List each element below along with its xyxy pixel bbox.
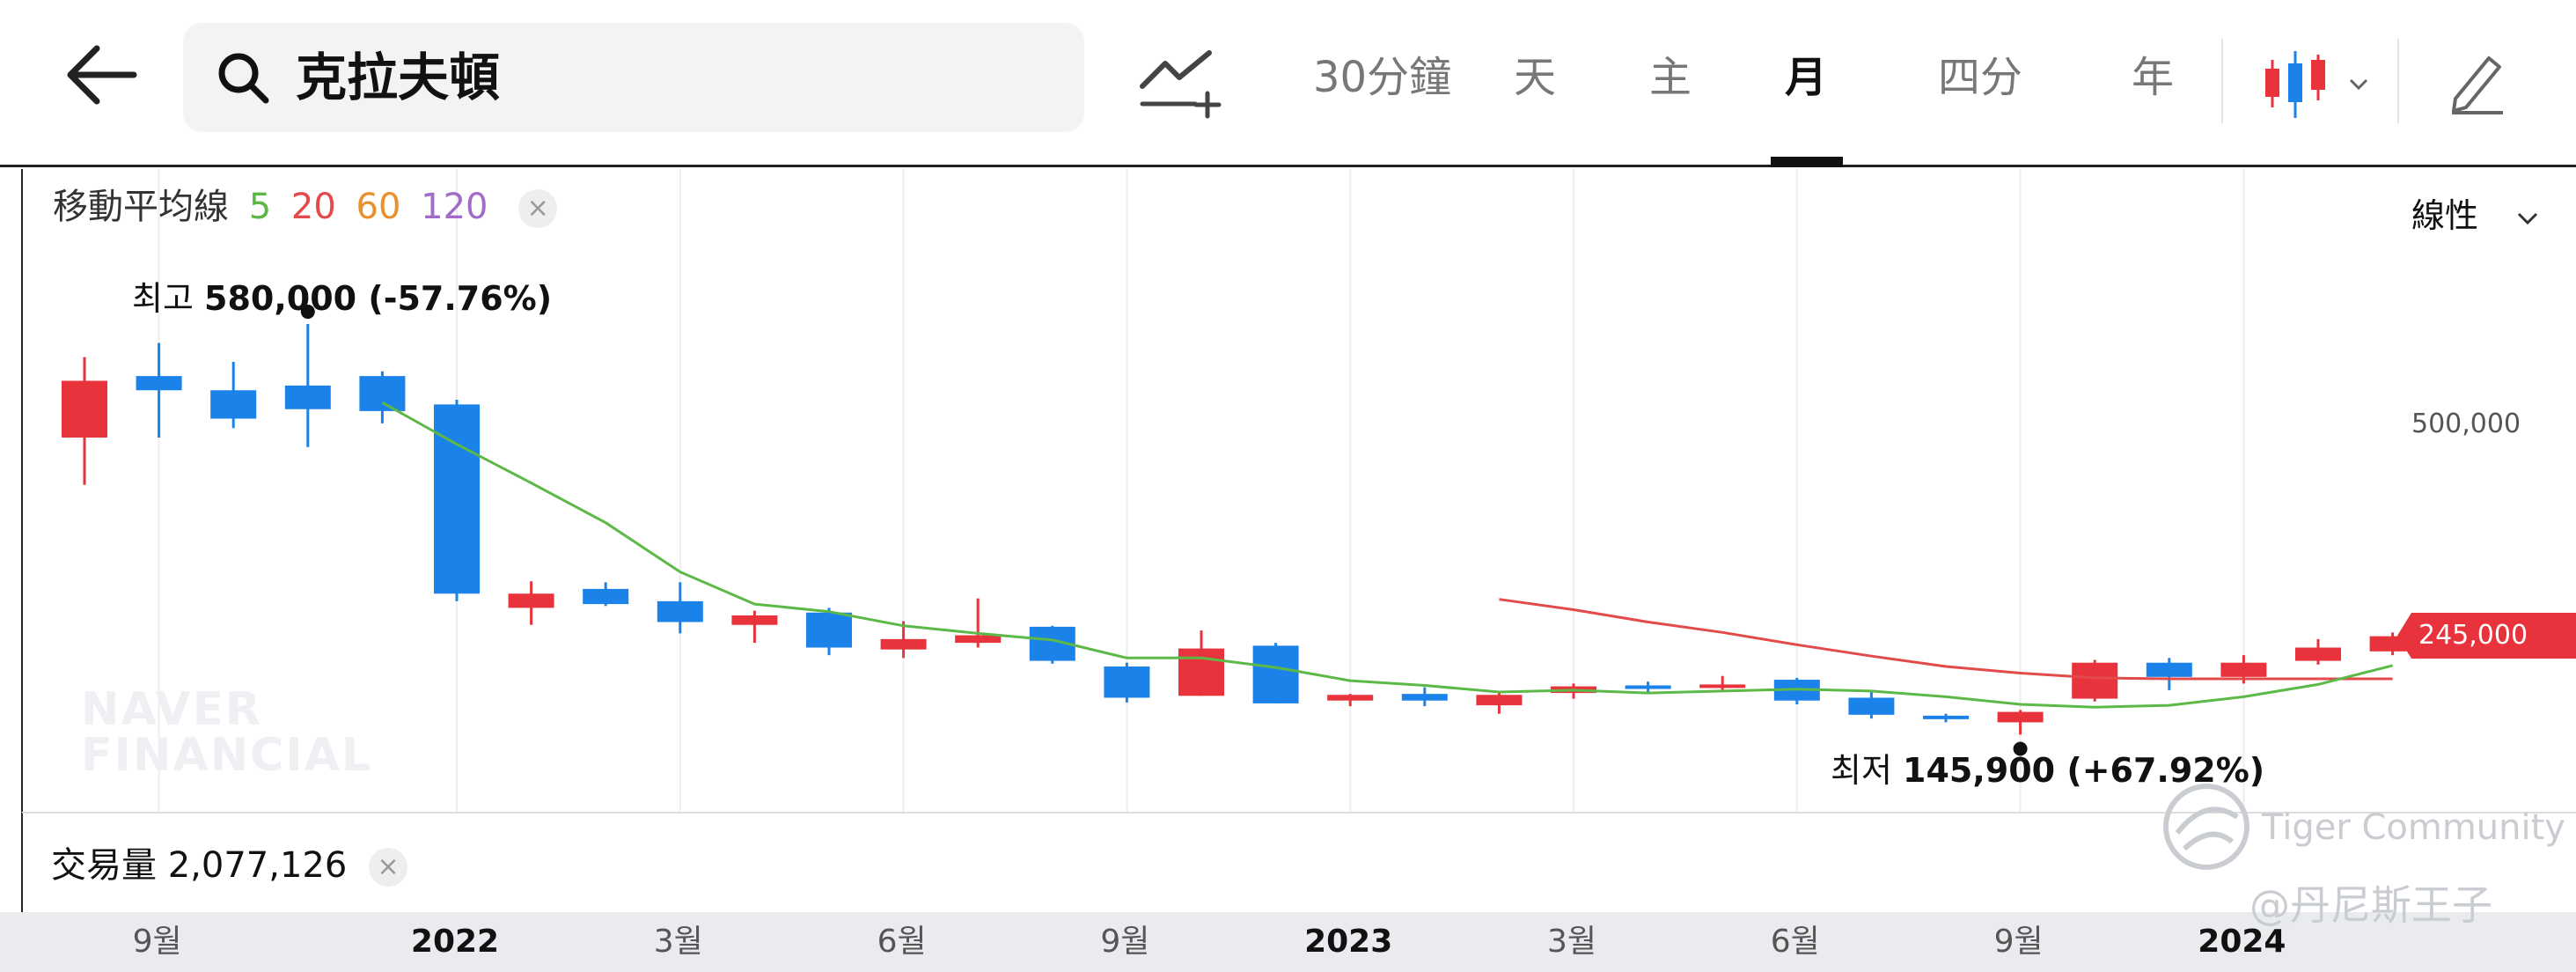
candle-body <box>508 593 554 608</box>
volume-close-button[interactable]: × <box>369 848 408 887</box>
naver-financial-watermark: NAVER FINANCIAL <box>81 683 373 782</box>
candle-body <box>657 600 703 622</box>
pencil-icon <box>2452 56 2503 114</box>
search-query[interactable]: 克拉夫頓 <box>296 48 501 107</box>
tiger-community-text: Tiger Community <box>2262 807 2565 848</box>
candle-body <box>1178 648 1224 696</box>
period-tab-week[interactable]: 主 <box>1649 53 1692 102</box>
candle-body <box>1401 694 1448 701</box>
candle-body <box>136 376 182 391</box>
high-prefix: 최고 <box>132 279 194 318</box>
toolbar-divider <box>2221 39 2223 123</box>
low-value: 145,900 (+67.92%) <box>1903 751 2265 790</box>
ma-legend-close-button[interactable]: × <box>518 189 558 228</box>
candle-body <box>1848 697 1895 715</box>
price-axis-label-500000: 500,000 <box>2411 409 2521 439</box>
ma5-label: 5 <box>248 187 272 227</box>
time-axis-tick: 3월 <box>1546 924 1597 960</box>
high-marker <box>300 305 315 320</box>
candle-body <box>806 612 852 648</box>
candle-body <box>1476 695 1523 706</box>
candle-body <box>731 615 778 625</box>
candle-body <box>1699 684 1746 688</box>
time-axis-tick: 6월 <box>1770 924 1820 960</box>
candle-body <box>880 638 927 650</box>
add-indicator-icon <box>1140 50 1222 119</box>
time-axis-tick: 2023 <box>1304 924 1393 960</box>
volume-value: 2,077,126 <box>167 845 348 886</box>
low-annotation: 최저 145,900 (+67.92%) <box>1831 750 2264 791</box>
scale-selector-label: 線性 <box>2411 196 2479 235</box>
ma5-line <box>381 401 2393 709</box>
period-tab-month[interactable]: 月 <box>1785 53 1828 102</box>
chevron-down-icon <box>2349 78 2368 91</box>
high-annotation: 최고 580,000 (-57.76%) <box>132 278 552 319</box>
candle-body <box>62 380 107 438</box>
candle-body <box>1923 715 1969 719</box>
arrow-left-icon <box>67 45 137 105</box>
candlestick-icon <box>2265 51 2325 118</box>
price-chart[interactable]: NAVER FINANCIAL 移動平均線 5 20 60 120 × 線性 최… <box>21 169 2576 891</box>
candle-body <box>284 385 331 409</box>
time-axis-tick: 2024 <box>2198 924 2286 960</box>
toolbar-divider <box>2397 39 2399 123</box>
tiger-logo-icon <box>2163 784 2249 870</box>
low-marker <box>2013 741 2028 756</box>
candle-body <box>1252 645 1299 703</box>
candle-body <box>955 635 1002 644</box>
ma60-label: 60 <box>356 187 401 227</box>
search-icon <box>218 53 269 104</box>
add-indicator-button[interactable] <box>1135 42 1223 122</box>
time-axis-tick: 3월 <box>653 924 703 960</box>
candle-body <box>210 390 257 419</box>
top-toolbar: 克拉夫頓 30分鐘 天 主 月 四分 年 <box>0 0 2576 167</box>
candle-body <box>359 376 406 411</box>
chevron-down-icon <box>2518 212 2538 225</box>
ma120-label: 120 <box>421 187 488 227</box>
price-chart-canvas <box>62 169 2416 812</box>
tiger-community-watermark: Tiger Community <box>2158 778 2565 875</box>
time-axis-tick: 9월 <box>1100 924 1150 960</box>
candle-body <box>1327 695 1374 701</box>
volume-legend: 交易量 2,077,126 × <box>51 843 408 887</box>
chart-type-selector[interactable] <box>2260 44 2374 123</box>
candle-body <box>1625 685 1671 689</box>
period-tab-30min[interactable]: 30分鐘 <box>1313 53 1452 102</box>
volume-label: 交易量 <box>51 845 157 886</box>
candle-body <box>1997 711 2044 723</box>
candle-body <box>2072 662 2118 699</box>
search-bar[interactable]: 克拉夫頓 <box>183 23 1084 132</box>
weibo-watermark: @丹尼斯王子 <box>2249 881 2492 929</box>
last-price-tag: 245,000 <box>2397 613 2576 659</box>
draw-button[interactable] <box>2447 46 2508 116</box>
candle-body <box>583 588 629 605</box>
candle-body <box>2220 662 2267 677</box>
period-tab-year[interactable]: 年 <box>2132 53 2175 102</box>
high-value: 580,000 (-57.76%) <box>204 279 553 318</box>
time-axis: 9월 2022 3월 6월 9월 2023 3월 6월 9월 2024 <box>0 912 2576 972</box>
ma-legend-title: 移動平均線 <box>53 187 229 227</box>
candle-body <box>2295 647 2341 661</box>
time-axis-tick: 9월 <box>132 924 182 960</box>
time-axis-tick: 2022 <box>410 924 500 960</box>
moving-average-legend: 移動平均線 5 20 60 120 × <box>53 185 566 229</box>
time-axis-tick: 6월 <box>877 924 927 960</box>
active-tab-indicator <box>1771 157 1843 167</box>
period-tab-day[interactable]: 天 <box>1514 53 1557 102</box>
time-axis-tick: 9월 <box>1993 924 2044 960</box>
candle-body <box>1104 666 1150 698</box>
back-button[interactable] <box>53 35 150 114</box>
low-prefix: 최저 <box>1831 751 1892 790</box>
candle-body <box>434 404 480 594</box>
period-tab-quarter[interactable]: 四分 <box>1938 53 2023 102</box>
ma20-label: 20 <box>290 187 336 227</box>
ma20-line <box>1499 598 2393 681</box>
candle-body <box>2146 662 2192 677</box>
volume-pane: 交易量 2,077,126 × <box>21 812 2576 912</box>
scale-selector[interactable]: 線性 <box>2411 195 2540 236</box>
